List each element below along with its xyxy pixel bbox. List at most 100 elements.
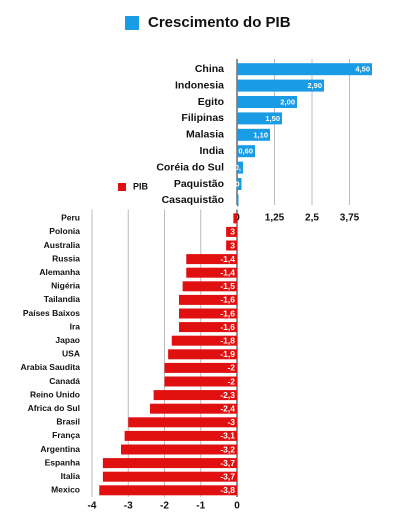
category-label: Brasil [56,417,80,427]
value-label: 4,50 [355,65,370,74]
bar [237,194,239,207]
x-tick-label: 0 [234,501,240,512]
bar [186,267,237,278]
value-label: -3,1 [220,431,235,441]
value-label: -3,7 [220,458,235,468]
value-label: -1,5 [220,281,235,291]
bar [168,349,237,360]
bar [179,294,237,305]
value-label: -2 [227,376,235,386]
value-label: 0,60 [238,147,253,156]
value-label: -1,9 [220,349,235,359]
category-label: Tailandia [44,294,80,304]
bar [102,471,237,482]
category-label: Arabia Saudita [20,362,80,372]
category-label: China [195,63,224,75]
x-tick-label: 2,5 [305,213,319,224]
category-label: Russia [52,253,80,263]
legend-swatch [118,183,126,191]
value-label: -2,3 [220,390,235,400]
x-tick-label: -3 [124,501,133,512]
category-label: Egito [198,96,224,108]
legend-swatch [125,16,139,30]
value-label: 1,50 [265,114,280,123]
category-label: Italia [61,471,81,481]
category-label: Países Baixos [23,308,80,318]
x-tick-label: -2 [160,501,169,512]
category-label: Japao [55,335,80,345]
value-label: -1,4 [220,267,235,277]
value-label: -3,7 [220,471,235,481]
value-label: 0 [235,179,239,188]
value-label: -3,8 [220,485,235,495]
x-tick-label: 1,25 [265,213,285,224]
value-label: -1,6 [220,308,235,318]
category-label: Coréia do Sul [156,161,224,173]
bar [179,308,237,319]
x-tick-label: -1 [196,501,205,512]
bar [237,79,324,92]
category-label: Australia [44,240,81,250]
category-label: Malasia [186,129,224,141]
category-label: Mexico [51,485,80,495]
category-label: Ira [70,321,81,331]
category-label: Africa do Sul [28,403,80,413]
bar [233,213,237,224]
bar [237,128,270,141]
category-label: Reino Unido [30,389,80,399]
bar [186,254,237,265]
category-label: França [52,430,80,440]
category-label: Alemanha [39,267,80,277]
x-tick-label: -4 [88,501,97,512]
category-label: Paquistão [174,178,224,190]
value-label: -2 [227,363,235,373]
bar [237,63,372,76]
bar [124,430,237,441]
value-label: -1,6 [220,295,235,305]
bar [121,444,237,455]
category-label: Casaquistão [162,194,224,206]
value-label: 2,90 [307,81,322,90]
value-label: 0, [235,163,241,172]
category-label: Espanha [45,457,81,467]
category-label: Indonesia [175,79,224,91]
value-label: -3 [227,417,235,427]
bar [102,458,237,469]
value-label: 1,10 [253,130,268,139]
category-label: Peru [61,213,80,223]
value-label: 3 [230,227,235,237]
bar [237,96,297,108]
value-label: -1,6 [220,322,235,332]
legend-label: PIB [133,181,149,191]
category-label: Filipinas [181,112,224,124]
bar [237,178,242,190]
category-label: USA [62,349,80,359]
bar [226,240,237,251]
bar [237,145,255,158]
category-label: Canadá [49,376,80,386]
value-label: -1,4 [220,254,235,264]
category-label: India [199,145,224,157]
category-label: Nigéria [51,281,80,291]
bar [182,281,237,292]
x-tick-label: 3,75 [340,213,360,224]
bar [237,161,243,174]
value-label: 2,00 [280,97,295,106]
category-label: Argentina [40,444,80,454]
bar [164,362,237,373]
value-label: -1,8 [220,335,235,345]
bar [226,226,237,237]
bar [128,417,237,428]
bar [153,390,237,401]
bar [171,335,237,346]
bar [164,376,237,387]
bar [179,322,237,333]
value-label: -3,2 [220,444,235,454]
legend-label: Crescimento do PIB [148,14,291,31]
value-label: 3 [230,240,235,250]
bar [99,485,237,496]
value-label: -2,4 [220,403,235,413]
category-label: Polonia [49,226,80,236]
bar [150,403,237,414]
